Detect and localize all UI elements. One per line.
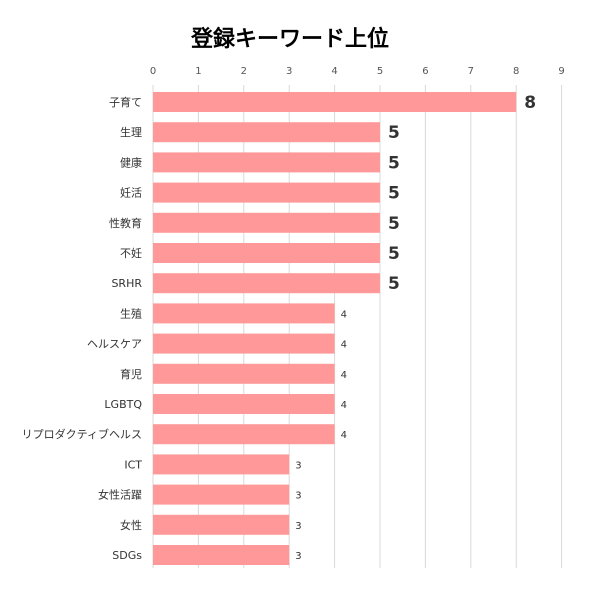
- bar-2: [153, 152, 380, 173]
- data-label-0: 8: [524, 93, 536, 113]
- bar-0: [153, 92, 517, 112]
- data-labels: 8 5 5 5 5 5 5 4 4 4 4 4 3 3 3 3: [295, 93, 536, 562]
- tick-label-2: 2: [241, 66, 247, 77]
- tick-label-7: 7: [468, 66, 474, 77]
- data-label-6: 5: [388, 274, 400, 294]
- tick-label-9: 9: [558, 66, 564, 77]
- chart-title: 登録キーワード上位: [190, 26, 389, 52]
- tick-label-3: 3: [286, 66, 292, 77]
- tick-label-5: 5: [377, 66, 383, 77]
- category-label-9: 育児: [120, 367, 142, 381]
- data-label-14: 3: [295, 521, 301, 532]
- category-label-8: ヘルスケア: [87, 338, 142, 351]
- tick-label-1: 1: [195, 66, 201, 77]
- tick-label-0: 0: [150, 66, 156, 77]
- bar-8: [153, 333, 335, 354]
- data-label-10: 4: [341, 400, 347, 411]
- x-axis-ticks: 0 1 2 3 4 5 6 7 8 9: [150, 66, 565, 77]
- data-label-3: 5: [388, 184, 400, 204]
- data-label-1: 5: [388, 123, 400, 143]
- bar-3: [153, 182, 380, 203]
- category-label-6: SRHR: [111, 277, 142, 290]
- category-label-13: 女性活躍: [98, 488, 142, 502]
- category-label-0: 子育て: [109, 95, 142, 109]
- category-label-12: ICT: [124, 458, 142, 471]
- bar-11: [153, 424, 335, 445]
- category-label-7: 生殖: [120, 306, 142, 320]
- bar-5: [153, 243, 380, 263]
- tick-label-6: 6: [422, 66, 428, 77]
- data-label-13: 3: [295, 491, 301, 502]
- bar-4: [153, 212, 380, 233]
- category-label-3: 妊活: [120, 186, 142, 200]
- data-label-4: 5: [388, 214, 400, 234]
- category-label-11: リプロダクティブヘルス: [22, 427, 142, 441]
- bar-1: [153, 122, 380, 143]
- bar-15: [153, 545, 290, 565]
- category-label-5: 不妊: [120, 246, 142, 260]
- category-label-15: SDGs: [112, 549, 142, 562]
- bar-12: [153, 454, 290, 475]
- data-label-9: 4: [341, 370, 347, 381]
- bar-6: [153, 273, 380, 294]
- category-label-4: 性教育: [109, 216, 142, 230]
- bar-10: [153, 394, 335, 414]
- category-label-2: 健康: [120, 155, 142, 169]
- data-label-5: 5: [388, 244, 400, 264]
- tick-label-4: 4: [331, 66, 337, 77]
- tick-label-8: 8: [513, 66, 519, 77]
- category-label-14: 女性: [120, 518, 142, 532]
- category-label-10: LGBTQ: [104, 398, 142, 411]
- bar-7: [153, 303, 335, 324]
- data-label-11: 4: [341, 430, 347, 441]
- category-label-1: 生理: [120, 125, 142, 139]
- data-label-15: 3: [295, 551, 301, 562]
- bar-9: [153, 363, 335, 384]
- data-label-7: 4: [341, 309, 347, 320]
- data-label-12: 3: [295, 460, 301, 471]
- bar-14: [153, 514, 290, 535]
- bar-13: [153, 484, 290, 505]
- data-label-8: 4: [341, 340, 347, 351]
- data-label-2: 5: [388, 153, 400, 173]
- bars: [153, 92, 517, 565]
